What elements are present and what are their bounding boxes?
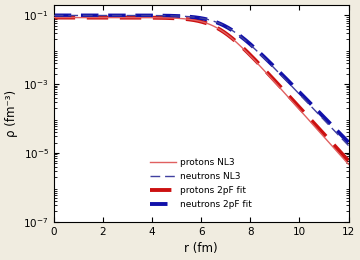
neutrons 2pF fit [67,14,71,17]
Line: neutrons 2pF fit: neutrons 2pF fit [54,15,348,142]
neutrons 2pF fit [284,77,288,80]
protons NL3 [338,153,342,156]
protons NL3 [338,153,342,156]
protons NL3 [187,18,192,21]
protons NL3 [51,16,56,19]
Y-axis label: ρ (fm⁻³): ρ (fm⁻³) [5,90,18,137]
neutrons NL3 [67,14,71,17]
protons 2pF fit [346,159,351,162]
neutrons NL3 [195,16,199,19]
protons NL3 [67,16,71,19]
Line: neutrons NL3: neutrons NL3 [54,15,348,146]
protons 2pF fit [187,18,192,21]
neutrons NL3 [284,79,288,82]
protons 2pF fit [51,16,56,19]
neutrons 2pF fit [346,141,351,144]
protons NL3 [346,163,351,166]
neutrons NL3 [346,144,351,147]
Line: protons NL3: protons NL3 [54,18,348,164]
Legend: protons NL3, neutrons NL3, protons 2pF fit, neutrons 2pF fit: protons NL3, neutrons NL3, protons 2pF f… [147,155,256,213]
neutrons NL3 [187,15,192,18]
neutrons 2pF fit [195,16,199,19]
protons 2pF fit [195,19,199,22]
neutrons NL3 [338,135,342,138]
protons 2pF fit [338,150,342,153]
neutrons 2pF fit [187,15,192,18]
protons NL3 [284,93,288,96]
neutrons 2pF fit [51,14,56,17]
protons 2pF fit [67,16,71,19]
neutrons 2pF fit [338,132,342,135]
neutrons NL3 [51,14,56,17]
protons 2pF fit [338,150,342,153]
protons 2pF fit [284,91,288,94]
neutrons NL3 [338,135,342,138]
X-axis label: r (fm): r (fm) [184,242,218,255]
Line: protons 2pF fit: protons 2pF fit [54,18,348,161]
protons NL3 [195,19,199,22]
neutrons 2pF fit [338,132,342,135]
